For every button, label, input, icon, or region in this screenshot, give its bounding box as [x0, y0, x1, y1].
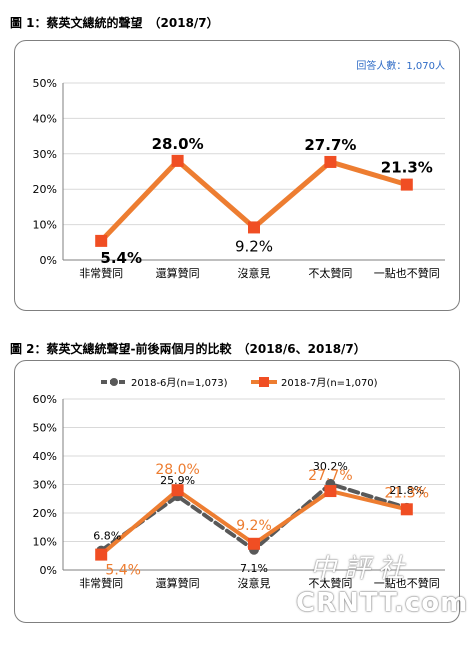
data-label: 28.0%: [152, 135, 204, 153]
data-point: [324, 155, 337, 168]
figure1-line-chart: 0% 10% 20% 30% 40% 50% 非常贊同 還算贊同 沒意見 不太贊同 一點也不贊同 5.…: [33, 77, 445, 280]
data-label: 5.4%: [100, 249, 142, 267]
respondent-count-note: 回答人數：1,070人: [356, 61, 445, 72]
y-tick-label: 30%: [33, 479, 57, 492]
figure1-title: 圖 1：蔡英文總統的聲望 （2018/7）: [10, 16, 219, 30]
x-tick-label: 非常贊同: [79, 266, 123, 280]
y-tick-label: 10%: [33, 536, 57, 549]
figure2-chart-panel: 0% 10% 20% 30% 40% 50% 60% 非常贊同 還算贊同 沒意見 不太贊同 一點也不贊…: [14, 360, 460, 623]
data-point: [324, 485, 337, 498]
data-label-july: 21.3%: [385, 485, 429, 501]
figure2-title: 圖 2：蔡英文總統聲望-前後兩個月的比較 （2018/6、2018/7）: [10, 342, 366, 356]
data-label-june: 30.2%: [313, 460, 348, 473]
data-point: [171, 484, 184, 497]
data-point: [400, 503, 413, 516]
data-label: 21.3%: [381, 159, 433, 177]
data-point: [171, 154, 184, 167]
data-label-june: 6.8%: [93, 530, 121, 543]
y-tick-label: 10%: [33, 219, 57, 232]
x-tick-label: 沒意見: [238, 576, 271, 590]
y-tick-label: 0%: [40, 254, 57, 267]
data-point: [248, 221, 260, 234]
legend-label: 2018-7月(n=1,070): [281, 377, 378, 389]
y-tick-label: 50%: [33, 77, 57, 90]
y-tick-label: 30%: [33, 148, 57, 161]
data-point: [400, 178, 413, 191]
x-tick-label: 還算贊同: [156, 266, 200, 280]
x-tick-label: 沒意見: [238, 266, 271, 280]
x-tick-label: 不太贊同: [308, 576, 352, 590]
x-tick-label: 一點也不贊同: [374, 266, 440, 280]
data-label-july: 5.4%: [105, 563, 141, 579]
figure2-line-chart: 0% 10% 20% 30% 40% 50% 60% 非常贊同 還算贊同 沒意見 不太贊同 一點也不贊…: [33, 377, 445, 590]
figure1-chart-panel: 回答人數：1,070人 0% 10% 20% 30% 40% 50% 非常贊同 還算贊同 沒意見…: [14, 40, 460, 311]
data-point: [95, 548, 108, 561]
data-point: [95, 234, 108, 247]
data-label-july: 28.0%: [155, 462, 199, 478]
y-tick-label: 20%: [33, 183, 57, 196]
x-tick-label: 不太贊同: [308, 266, 352, 280]
y-tick-label: 0%: [40, 564, 57, 577]
y-tick-label: 20%: [33, 507, 57, 520]
legend-marker: [259, 377, 269, 387]
data-label: 27.7%: [304, 136, 356, 154]
legend-label: 2018-6月(n=1,073): [131, 377, 228, 389]
y-tick-label: 50%: [33, 422, 57, 435]
x-tick-label: 一點也不贊同: [374, 576, 440, 590]
x-tick-label: 還算贊同: [156, 576, 200, 590]
y-tick-label: 40%: [33, 450, 57, 463]
data-label-june: 7.1%: [240, 562, 268, 575]
y-tick-label: 40%: [33, 112, 57, 125]
data-point: [248, 537, 260, 550]
data-label-june: 21.8%: [389, 484, 424, 497]
data-label-june: 25.9%: [160, 474, 195, 487]
data-label: 9.2%: [235, 237, 273, 255]
data-label-july: 9.2%: [236, 518, 272, 534]
legend-marker: [110, 378, 118, 386]
y-tick-label: 60%: [33, 393, 57, 406]
data-label-july: 27.7%: [308, 468, 352, 484]
x-tick-label: 非常贊同: [79, 576, 123, 590]
